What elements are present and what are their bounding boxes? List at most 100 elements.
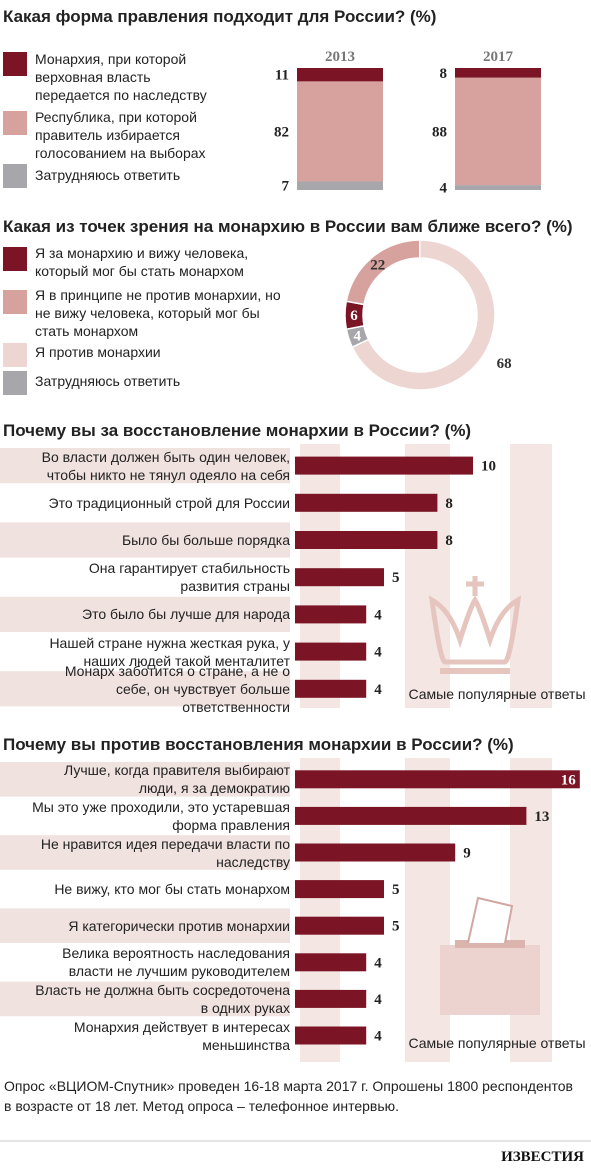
note: Самые популярные ответы bbox=[408, 1035, 585, 1051]
ballot-slot bbox=[455, 940, 525, 948]
row-band bbox=[0, 981, 290, 1017]
value-label: 7 bbox=[282, 179, 290, 195]
bar bbox=[295, 456, 473, 475]
value-label: 4 bbox=[374, 645, 382, 661]
value-label: 5 bbox=[392, 919, 400, 935]
segment bbox=[455, 185, 541, 190]
value-label: 4 bbox=[374, 992, 382, 1008]
ballot-paper bbox=[467, 896, 514, 944]
bar bbox=[295, 989, 367, 1008]
column-label: 2017 bbox=[483, 49, 514, 65]
bar bbox=[295, 806, 527, 825]
value-label: 13 bbox=[534, 809, 549, 825]
legend-swatch bbox=[3, 371, 27, 395]
background-stripe bbox=[405, 444, 450, 708]
legend-label: Республика, при которой правитель избира… bbox=[35, 109, 206, 161]
bar bbox=[295, 843, 456, 862]
segment bbox=[455, 68, 541, 78]
category-label: Было бы больше порядка bbox=[121, 532, 290, 548]
legend-swatch bbox=[3, 247, 27, 271]
category-label: Монарх заботится о стране, а не о себе, … bbox=[64, 662, 290, 715]
crown-base bbox=[440, 668, 510, 674]
slice-label: 22 bbox=[370, 257, 385, 273]
row-band bbox=[0, 448, 290, 484]
chart-title: Какая форма правления подходит для Росси… bbox=[3, 7, 437, 26]
chart-title: Почему вы за восстановление монархии в Р… bbox=[3, 421, 472, 440]
bar bbox=[295, 916, 384, 935]
value-label: 4 bbox=[374, 1029, 382, 1045]
slice-label: 68 bbox=[497, 356, 512, 372]
row-band bbox=[0, 596, 290, 632]
segment bbox=[297, 181, 383, 190]
value-label: 8 bbox=[440, 66, 448, 82]
slice-label: 4 bbox=[354, 329, 362, 345]
value-label: 8 bbox=[445, 533, 453, 549]
bar bbox=[295, 605, 367, 624]
category-label: Я категорически против монархии bbox=[68, 917, 290, 934]
legend-swatch bbox=[3, 343, 27, 367]
legend-label: Затрудняюсь ответить bbox=[35, 167, 181, 183]
bar bbox=[295, 493, 438, 512]
category-label: Монархия действует в интересах меньшинст… bbox=[73, 1018, 290, 1053]
value-label: 4 bbox=[374, 607, 382, 623]
category-label: Это традиционный строй для России bbox=[48, 494, 290, 511]
value-label: 4 bbox=[440, 181, 448, 197]
segment bbox=[297, 68, 383, 82]
row-band bbox=[0, 835, 290, 870]
segment bbox=[297, 81, 383, 182]
row-band bbox=[0, 522, 290, 558]
category-label: Во власти должен быть один человек, чтоб… bbox=[41, 448, 290, 483]
value-label: 4 bbox=[374, 955, 382, 971]
bar bbox=[295, 770, 580, 789]
legend-label: Монархия, при которой верховная власть п… bbox=[35, 51, 207, 103]
bar bbox=[295, 568, 384, 587]
legend-swatch bbox=[3, 52, 27, 76]
bar bbox=[295, 1026, 367, 1045]
category-label: Мы это уже проходили, это устаревшая фор… bbox=[32, 798, 290, 833]
donut-slice bbox=[351, 239, 496, 391]
value-label: 9 bbox=[463, 846, 471, 862]
row-band bbox=[0, 908, 290, 943]
bar bbox=[295, 953, 367, 972]
donut-slice bbox=[345, 324, 370, 349]
background-stripe bbox=[300, 758, 340, 1062]
legend-swatch bbox=[3, 290, 27, 314]
value-label: 16 bbox=[561, 772, 577, 788]
value-label: 10 bbox=[481, 459, 496, 475]
note: Самые популярные ответы bbox=[408, 686, 585, 702]
legend-swatch bbox=[3, 111, 27, 135]
background-stripe bbox=[510, 444, 552, 708]
logo: ИЗВЕСТИЯ bbox=[501, 1149, 584, 1165]
slice-label: 6 bbox=[350, 308, 358, 324]
legend-label: Я в принципе не против монархии, но не в… bbox=[35, 287, 281, 339]
value-label: 88 bbox=[432, 124, 447, 140]
legend-label: Я против монархии bbox=[35, 344, 161, 360]
bar bbox=[295, 880, 384, 899]
chart-title: Какая из точек зрения на монархию в Росс… bbox=[3, 217, 573, 236]
category-label: Это было бы лучше для народа bbox=[82, 606, 290, 623]
value-label: 5 bbox=[392, 882, 400, 898]
row-band bbox=[0, 671, 290, 707]
bar bbox=[295, 531, 438, 549]
category-label: Велика вероятность наследования власти н… bbox=[62, 945, 290, 980]
segment bbox=[455, 77, 541, 186]
value-label: 8 bbox=[445, 496, 453, 512]
background-stripe bbox=[510, 758, 552, 1062]
category-label: Власть не должна быть сосредоточена в од… bbox=[35, 981, 290, 1016]
category-label: Лучше, когда правителя выбирают люди, я … bbox=[64, 762, 290, 797]
footer-note: Опрос «ВЦИОМ-Спутник» проведен 16-18 мар… bbox=[4, 1078, 573, 1114]
column-label: 2013 bbox=[325, 49, 355, 65]
value-label: 5 bbox=[392, 570, 400, 586]
value-label: 82 bbox=[274, 124, 289, 140]
category-label: Не вижу, кто мог бы стать монархом bbox=[54, 881, 290, 898]
bar bbox=[295, 679, 367, 698]
bar bbox=[295, 642, 367, 661]
legend-label: Затрудняюсь ответить bbox=[35, 373, 181, 389]
ballot-box bbox=[440, 945, 540, 1015]
chart-title: Почему вы против восстановления монархии… bbox=[3, 735, 514, 754]
row-band bbox=[0, 762, 290, 797]
background-stripe bbox=[405, 758, 450, 1062]
legend-label: Я за монархию и вижу человека, который м… bbox=[35, 245, 249, 279]
